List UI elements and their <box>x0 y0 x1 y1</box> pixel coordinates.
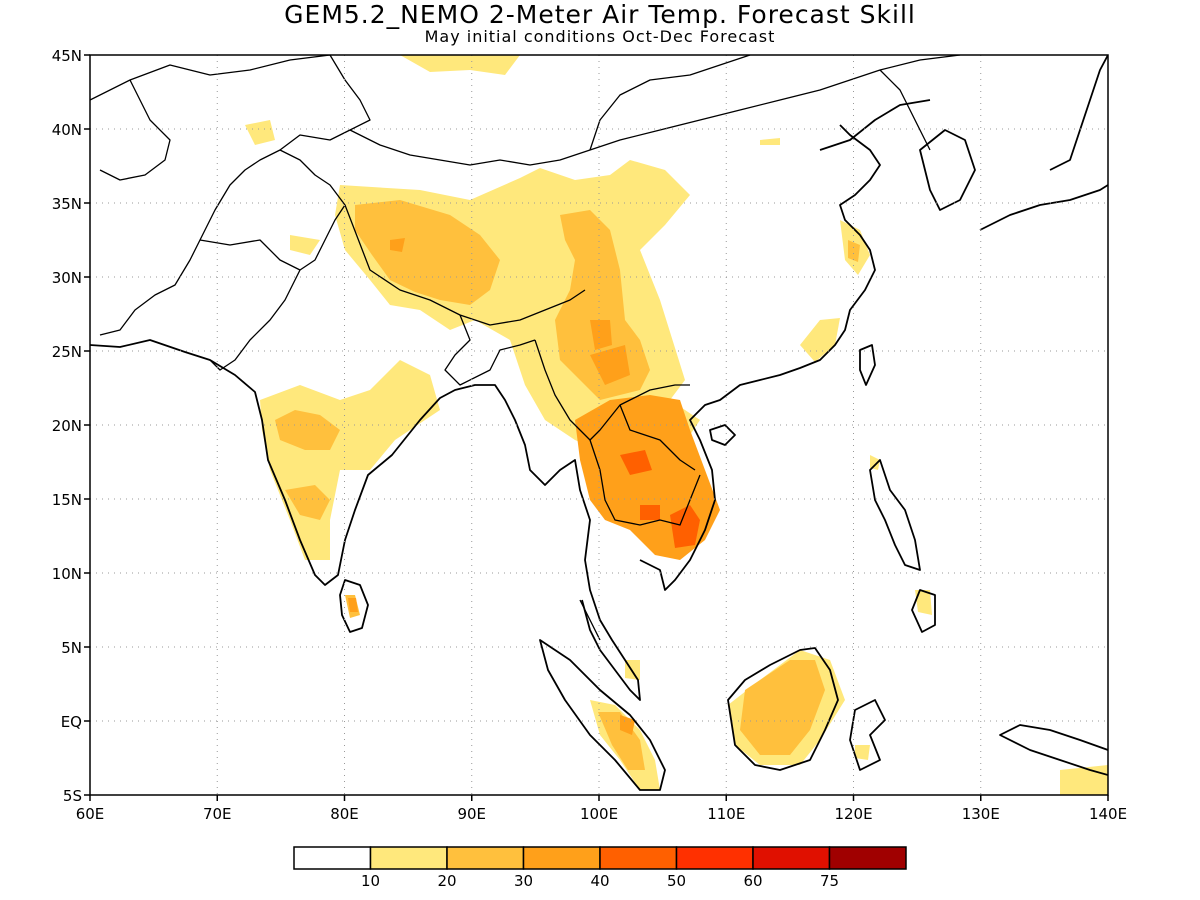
y-tick-label: 10N <box>52 565 82 583</box>
skill-20-30 <box>275 200 860 770</box>
colorbar-swatch <box>599 846 678 870</box>
skill-shading <box>245 55 1108 795</box>
colorbar-label: 40 <box>590 872 609 890</box>
skill-40-50 <box>620 450 700 548</box>
colorbar: 10 20 30 40 50 60 75 <box>293 846 907 890</box>
colorbar-swatch <box>828 846 907 870</box>
y-axis: 45N 40N 35N 30N 25N 20N 15N 10N 5N EQ 5S <box>52 47 90 805</box>
y-tick-label: 5S <box>63 787 82 805</box>
colorbar-swatch <box>752 846 831 870</box>
x-tick-label: 130E <box>962 805 1000 823</box>
x-axis: 60E 70E 80E 90E 100E 110E 120E 130E 140E <box>76 795 1127 823</box>
y-tick-label: 25N <box>52 343 82 361</box>
y-tick-label: 20N <box>52 417 82 435</box>
colorbar-label: 20 <box>437 872 456 890</box>
y-tick-label: 15N <box>52 491 82 509</box>
y-tick-label: 45N <box>52 47 82 65</box>
colorbar-label: 30 <box>514 872 533 890</box>
x-tick-label: 80E <box>330 805 359 823</box>
colorbar-swatch <box>522 846 601 870</box>
x-tick-label: 70E <box>203 805 232 823</box>
colorbar-label: 60 <box>743 872 762 890</box>
y-tick-label: 30N <box>52 269 82 287</box>
colorbar-swatch <box>446 846 525 870</box>
coastlines <box>90 55 1108 791</box>
y-tick-label: 35N <box>52 195 82 213</box>
y-tick-label: 5N <box>61 639 82 657</box>
colorbar-label: 75 <box>820 872 839 890</box>
x-tick-label: 90E <box>457 805 486 823</box>
colorbar-swatch <box>369 846 448 870</box>
map-title: GEM5.2_NEMO 2-Meter Air Temp. Forecast S… <box>284 0 916 29</box>
colorbar-swatch <box>675 846 754 870</box>
y-tick-label: 40N <box>52 121 82 139</box>
y-tick-label: EQ <box>61 713 82 731</box>
colorbar-swatch <box>293 846 372 870</box>
colorbar-label: 10 <box>361 872 380 890</box>
map-subtitle: May initial conditions Oct-Dec Forecast <box>424 27 776 46</box>
x-tick-label: 60E <box>76 805 105 823</box>
x-tick-label: 100E <box>580 805 618 823</box>
x-tick-label: 110E <box>707 805 745 823</box>
country-borders <box>90 55 961 641</box>
x-tick-label: 140E <box>1089 805 1127 823</box>
x-tick-label: 120E <box>834 805 872 823</box>
colorbar-label: 50 <box>667 872 686 890</box>
